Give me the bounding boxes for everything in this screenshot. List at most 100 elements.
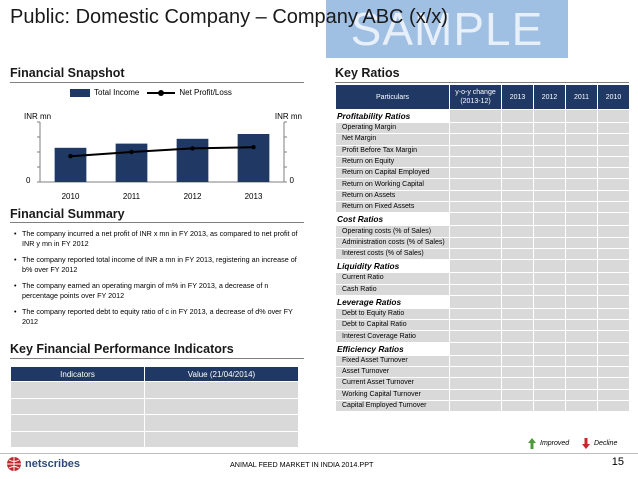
ratios-body: Profitability Ratios Operating Margin Net … xyxy=(335,109,630,413)
ratio-cell xyxy=(565,259,598,274)
ratios-col-2013: 2013 xyxy=(501,84,534,110)
table-row: Interest costs (% of Sales) xyxy=(335,247,630,261)
ratio-cell xyxy=(597,307,630,321)
ratio-cell xyxy=(533,366,566,379)
kpi-cell xyxy=(10,397,145,415)
ratio-cell xyxy=(597,167,630,180)
ratio-cell xyxy=(565,109,598,123)
table-row: Operating Margin xyxy=(335,121,630,135)
ratio-name: Cash Ratio xyxy=(335,283,450,296)
ratio-cell xyxy=(449,294,502,309)
ratio-name: Debt to Capital Ratio xyxy=(335,319,450,332)
ratio-cell xyxy=(565,167,598,180)
table-row xyxy=(10,430,299,448)
ratio-cell xyxy=(565,178,598,191)
y-axis-unit-right: INR mn xyxy=(274,112,302,121)
ratios-divider xyxy=(335,82,629,83)
ratio-name: Interest costs (% of Sales) xyxy=(335,247,450,261)
footer-divider xyxy=(0,453,638,454)
kpi-heading: Key Financial Performance Indicators xyxy=(10,342,234,356)
ratio-cell xyxy=(533,307,566,321)
ratio-name: Return on Assets xyxy=(335,189,450,203)
ratio-cell xyxy=(533,201,566,214)
ratio-cell xyxy=(501,259,534,274)
ratio-name: Asset Turnover xyxy=(335,366,450,379)
ratio-cell xyxy=(501,133,534,146)
ratio-cell xyxy=(501,272,534,285)
ratio-cell xyxy=(501,294,534,309)
ratio-cell xyxy=(501,283,534,296)
ratio-cell xyxy=(501,307,534,321)
ratio-cell xyxy=(565,330,598,343)
ratio-cell xyxy=(597,189,630,203)
ratio-cell xyxy=(449,109,502,123)
summary-bullet: The company reported total income of INR… xyxy=(14,255,300,275)
kpi-col-value: Value (21/04/2014) xyxy=(144,366,299,382)
ratio-cell xyxy=(597,225,630,238)
ratio-cell xyxy=(501,225,534,238)
ratio-cell xyxy=(533,354,566,368)
footer-document-title: ANIMAL FEED MARKET IN INDIA 2014.PPT xyxy=(230,460,374,469)
ratio-cell xyxy=(501,319,534,332)
ratio-cell xyxy=(449,399,502,413)
snapshot-divider xyxy=(10,82,304,83)
ratio-cell xyxy=(597,354,630,368)
ratio-cell xyxy=(533,283,566,296)
kpi-cell xyxy=(10,381,145,399)
ratio-name: Return on Equity xyxy=(335,155,450,169)
ratio-cell xyxy=(565,212,598,227)
kpi-cell xyxy=(144,397,299,415)
ratio-name: Current Asset Turnover xyxy=(335,377,450,390)
y-axis-unit-left: INR mn xyxy=(24,112,52,121)
ratio-cell xyxy=(597,178,630,191)
kpi-table: Indicators Value (21/04/2014) xyxy=(10,366,299,448)
ratio-cell xyxy=(501,341,534,356)
ratio-cell xyxy=(449,319,502,332)
table-row: Capital Employed Turnover xyxy=(335,399,630,413)
summary-bullet: The company reported debt to equity rati… xyxy=(14,307,300,327)
ratio-cell xyxy=(565,366,598,379)
ratio-cell xyxy=(449,236,502,249)
legend-decline-label: Decline xyxy=(594,440,618,447)
summary-bullet-list: The company incurred a net profit of INR… xyxy=(14,229,300,333)
ratio-cell xyxy=(501,377,534,390)
kpi-cell xyxy=(144,381,299,399)
point-net-profit xyxy=(68,154,73,159)
ratio-cell xyxy=(533,109,566,123)
ratio-cell xyxy=(501,155,534,169)
chart-plot-area xyxy=(37,121,287,183)
ratio-cell xyxy=(501,247,534,261)
ratio-category: Efficiency Ratios xyxy=(335,341,450,356)
ratio-cell xyxy=(501,366,534,379)
ratio-cell xyxy=(597,109,630,123)
table-row: Working Capital Turnover xyxy=(335,388,630,401)
ratios-header-row: Particulars y-o-y change (2013-12) 2013 … xyxy=(335,84,630,110)
ratio-cell xyxy=(449,307,502,321)
ratio-name: Return on Fixed Assets xyxy=(335,201,450,214)
ratio-cell xyxy=(449,354,502,368)
ratio-cell xyxy=(533,247,566,261)
ratio-cell xyxy=(501,121,534,135)
ratio-cell xyxy=(565,247,598,261)
ratio-cell xyxy=(449,366,502,379)
ratio-cell xyxy=(501,399,534,413)
ratio-cell xyxy=(565,144,598,157)
y-axis-zero-left: 0 xyxy=(26,176,31,185)
ratio-cell xyxy=(597,399,630,413)
ratio-cell xyxy=(597,121,630,135)
table-row: Profit Before Tax Margin xyxy=(335,144,630,157)
kpi-col-indicators: Indicators xyxy=(10,366,145,382)
ratio-cell xyxy=(597,236,630,249)
ratio-cell xyxy=(597,283,630,296)
ratio-cell xyxy=(533,189,566,203)
ratio-cell xyxy=(501,212,534,227)
table-row: Return on Working Capital xyxy=(335,178,630,191)
page-title: Public: Domestic Company – Company ABC (… xyxy=(10,6,448,28)
ratio-cell xyxy=(533,399,566,413)
ratio-cell xyxy=(449,259,502,274)
ratio-cell xyxy=(597,388,630,401)
ratio-cell xyxy=(597,155,630,169)
ratio-category: Profitability Ratios xyxy=(335,109,450,123)
ratio-name: Capital Employed Turnover xyxy=(335,399,450,413)
ratio-cell xyxy=(533,341,566,356)
